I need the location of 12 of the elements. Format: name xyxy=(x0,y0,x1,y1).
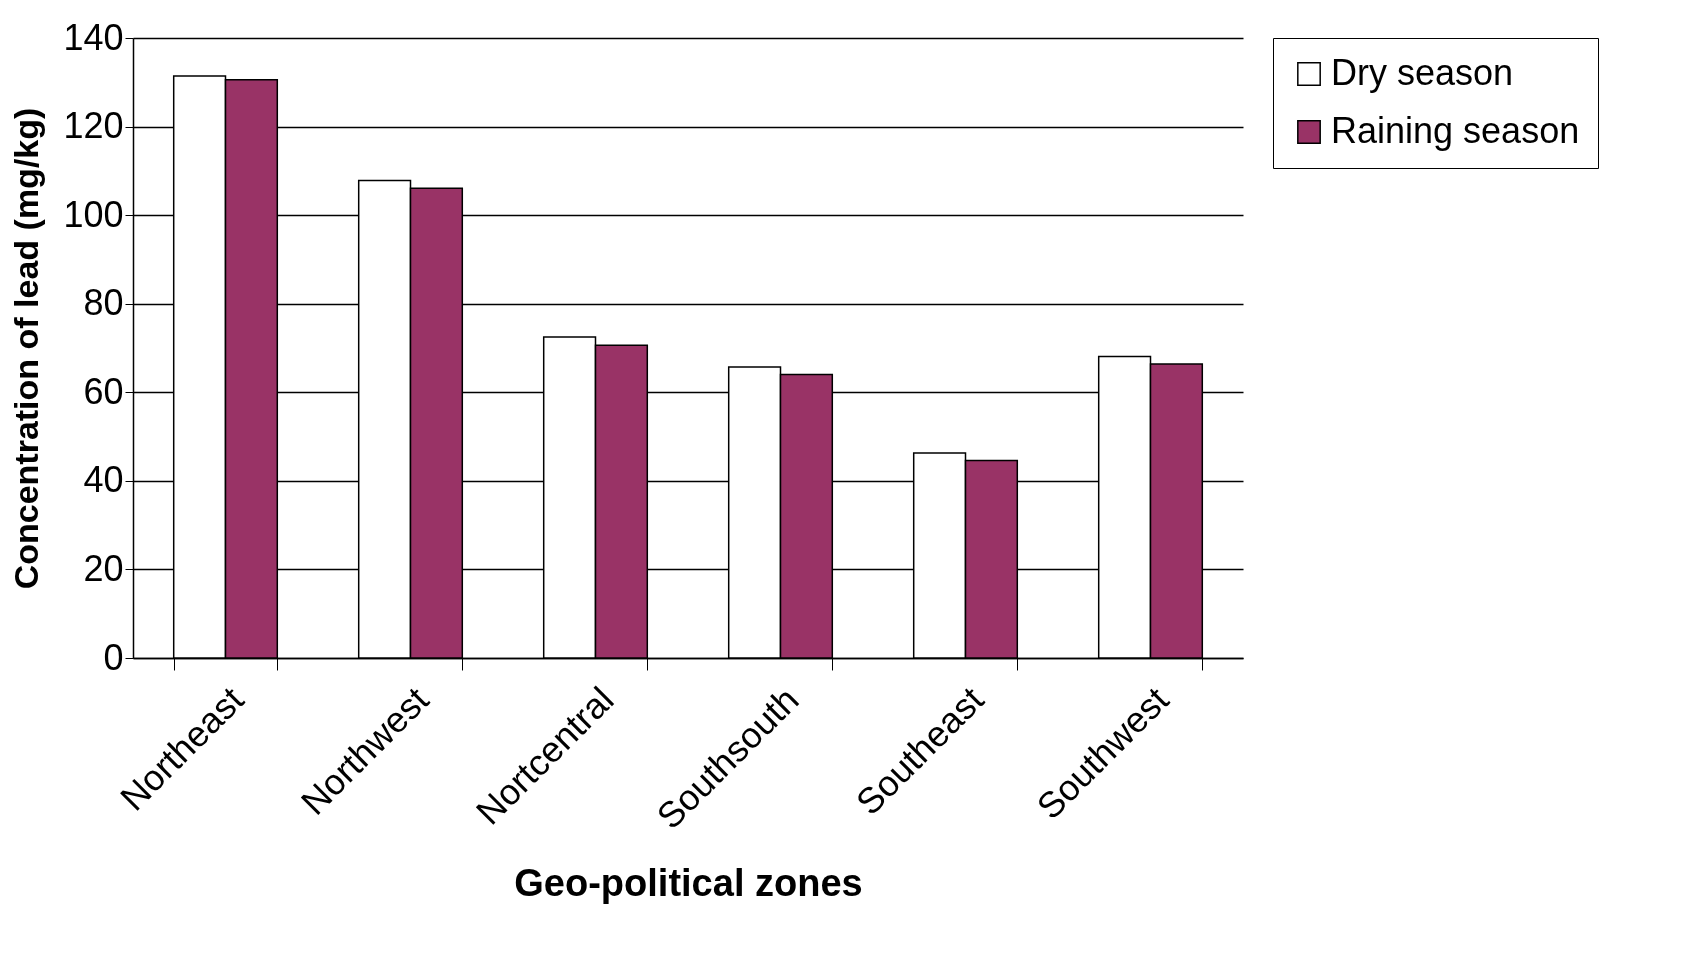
y-tick-label: 20 xyxy=(83,547,124,589)
y-tick-label: 100 xyxy=(63,193,124,235)
y-tick-label: 140 xyxy=(63,16,124,58)
y-axis-title: Concentration of lead (mg/kg) xyxy=(7,107,46,590)
y-tick-label: 60 xyxy=(83,370,124,412)
legend-label: Raining season xyxy=(1331,110,1580,151)
y-tick-label: 0 xyxy=(103,636,124,678)
y-tick-label: 80 xyxy=(83,282,124,324)
legend-label: Dry season xyxy=(1331,52,1514,93)
y-tick-label: 120 xyxy=(63,105,124,147)
y-tick-label: 40 xyxy=(83,459,124,501)
x-axis-title: Geo-political zones xyxy=(514,862,863,905)
